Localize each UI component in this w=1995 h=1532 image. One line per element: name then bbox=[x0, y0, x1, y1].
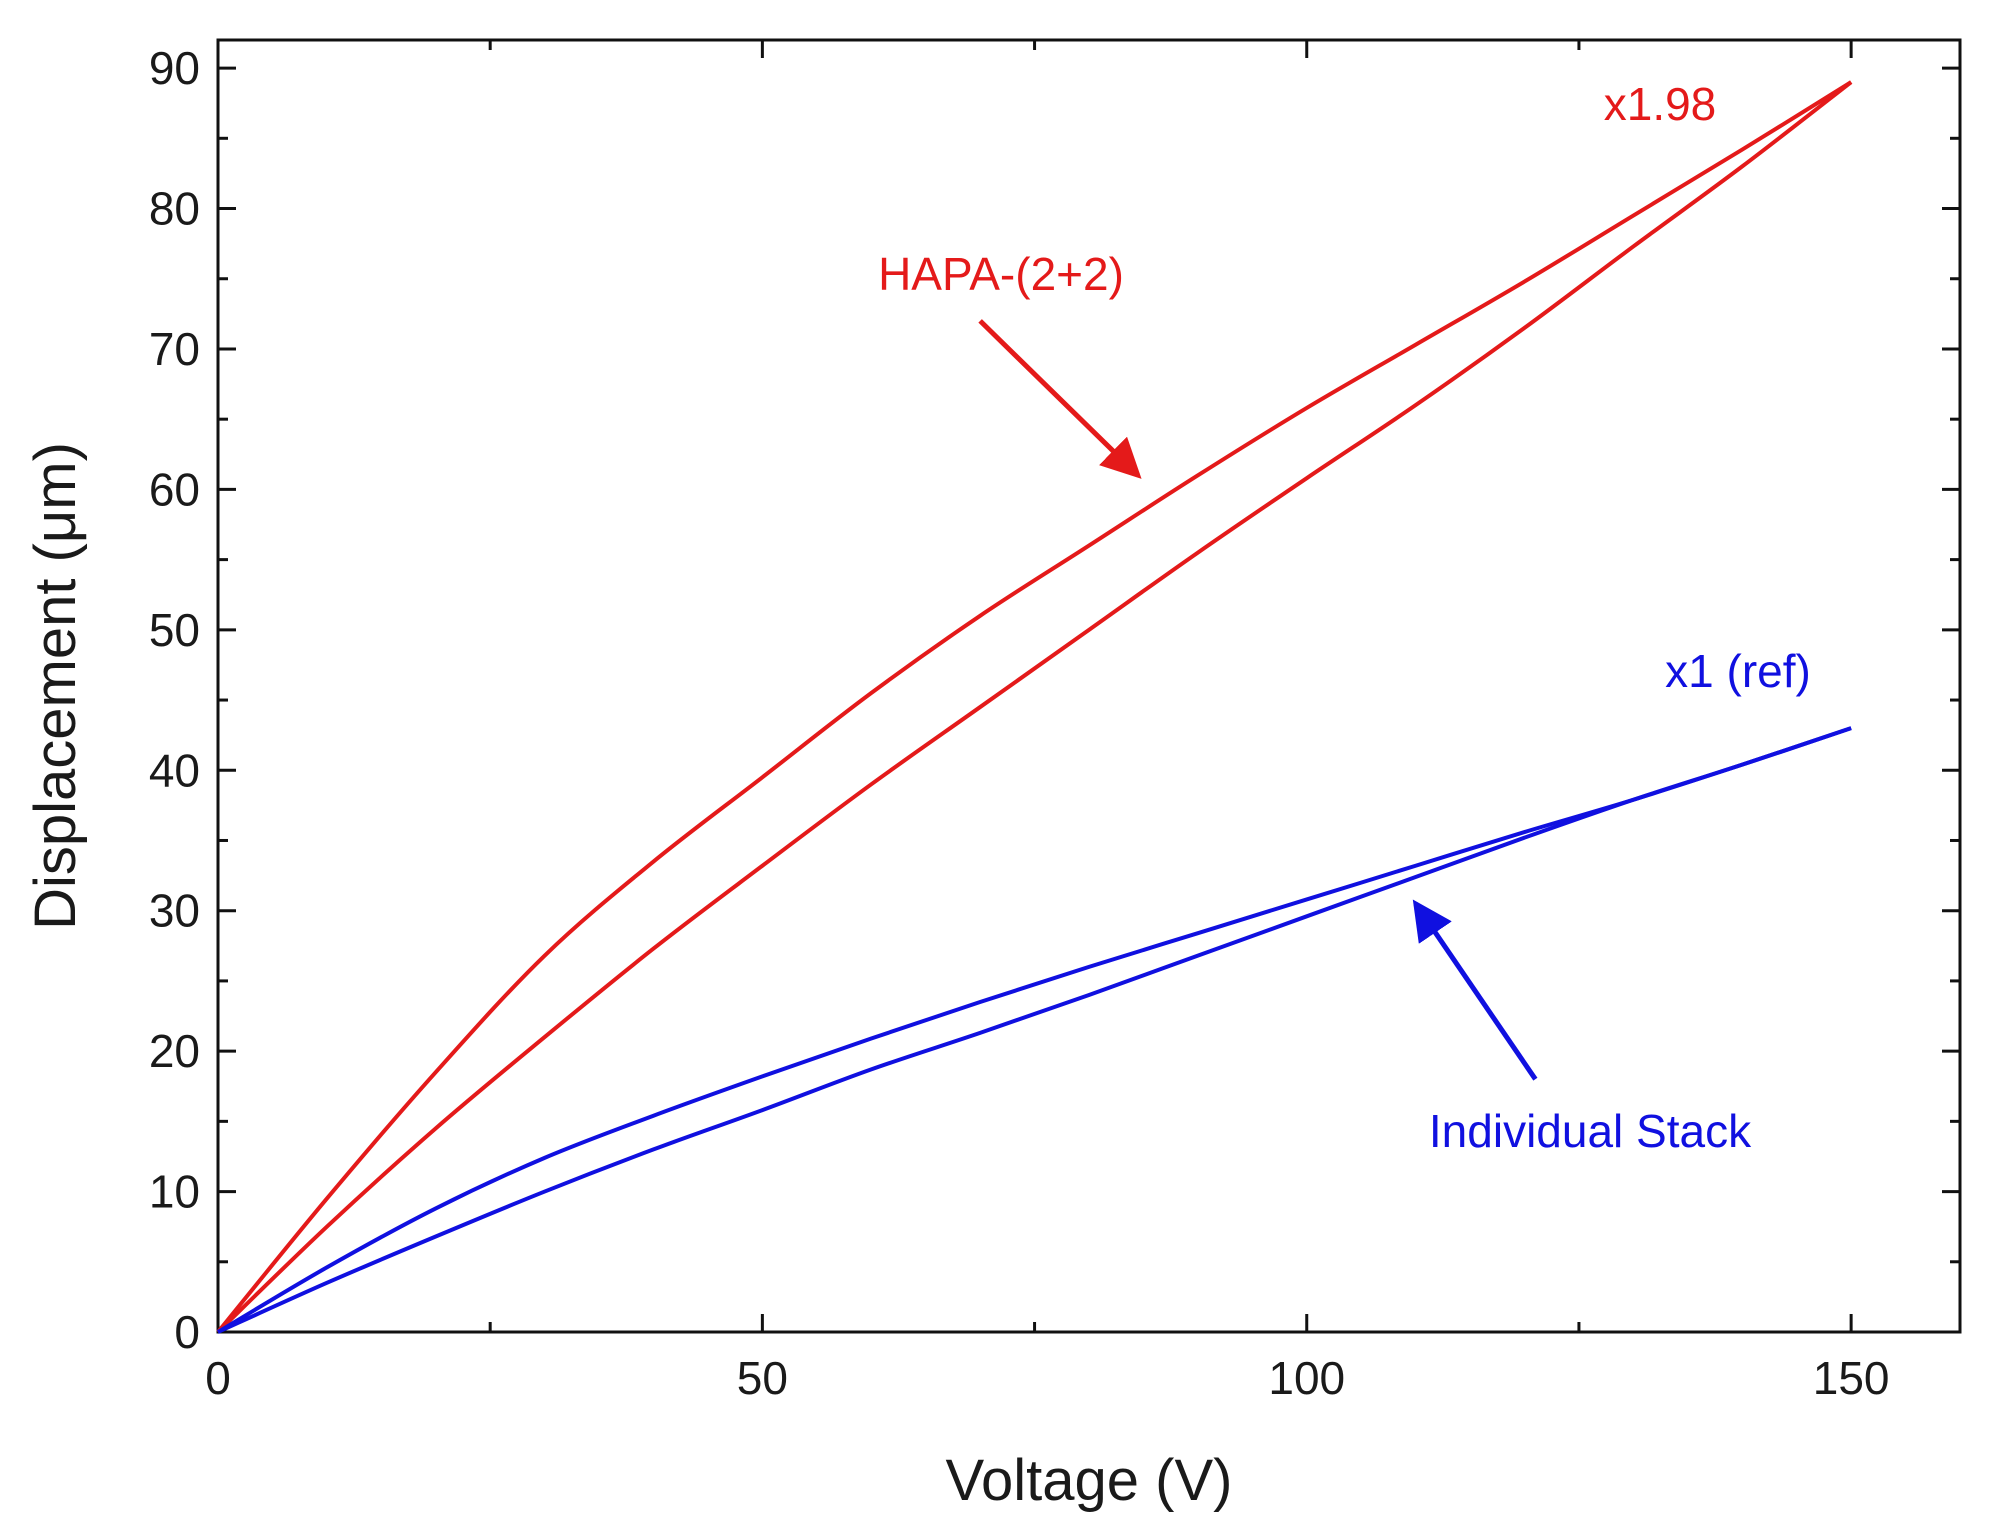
y-tick-label: 50 bbox=[149, 604, 200, 656]
x-tick-label: 0 bbox=[205, 1352, 231, 1404]
hapa-end-label: x1.98 bbox=[1604, 78, 1717, 130]
individual-stack-upper-branch bbox=[216, 726, 1852, 1334]
y-tick-label: 30 bbox=[149, 885, 200, 937]
y-tick-label: 40 bbox=[149, 744, 200, 796]
hapa-arrow bbox=[978, 319, 1142, 479]
x-tick-label: 150 bbox=[1813, 1352, 1890, 1404]
stack-end-label: x1 (ref) bbox=[1665, 645, 1811, 697]
x-axis-title: Voltage (V) bbox=[946, 1448, 1233, 1513]
x-axis-ticks: 0 50 100 150 bbox=[205, 40, 1890, 1404]
hapa-lower-branch bbox=[216, 80, 1853, 1334]
y-tick-label: 90 bbox=[149, 42, 200, 94]
y-tick-label: 20 bbox=[149, 1025, 200, 1077]
y-tick-label: 60 bbox=[149, 463, 200, 515]
y-tick-label: 70 bbox=[149, 323, 200, 375]
y-tick-label: 0 bbox=[174, 1306, 200, 1358]
individual-stack-lower-branch bbox=[217, 726, 1852, 1334]
y-axis-title: Displacement (μm) bbox=[23, 442, 88, 930]
x-tick-label: 50 bbox=[737, 1352, 788, 1404]
plot-area-frame bbox=[216, 38, 1962, 1334]
hapa-annotation-label: HAPA-(2+2) bbox=[878, 248, 1124, 300]
y-axis-ticks: 0 10 20 30 40 50 60 70 80 90 bbox=[149, 42, 1960, 1358]
stack-arrow bbox=[1412, 899, 1538, 1081]
stack-annotation-label: Individual Stack bbox=[1429, 1105, 1752, 1157]
y-tick-label: 80 bbox=[149, 183, 200, 235]
y-tick-label: 10 bbox=[149, 1166, 200, 1218]
hapa-upper-branch bbox=[216, 80, 1853, 1334]
series-layer bbox=[216, 80, 1853, 1334]
x-tick-label: 100 bbox=[1268, 1352, 1345, 1404]
